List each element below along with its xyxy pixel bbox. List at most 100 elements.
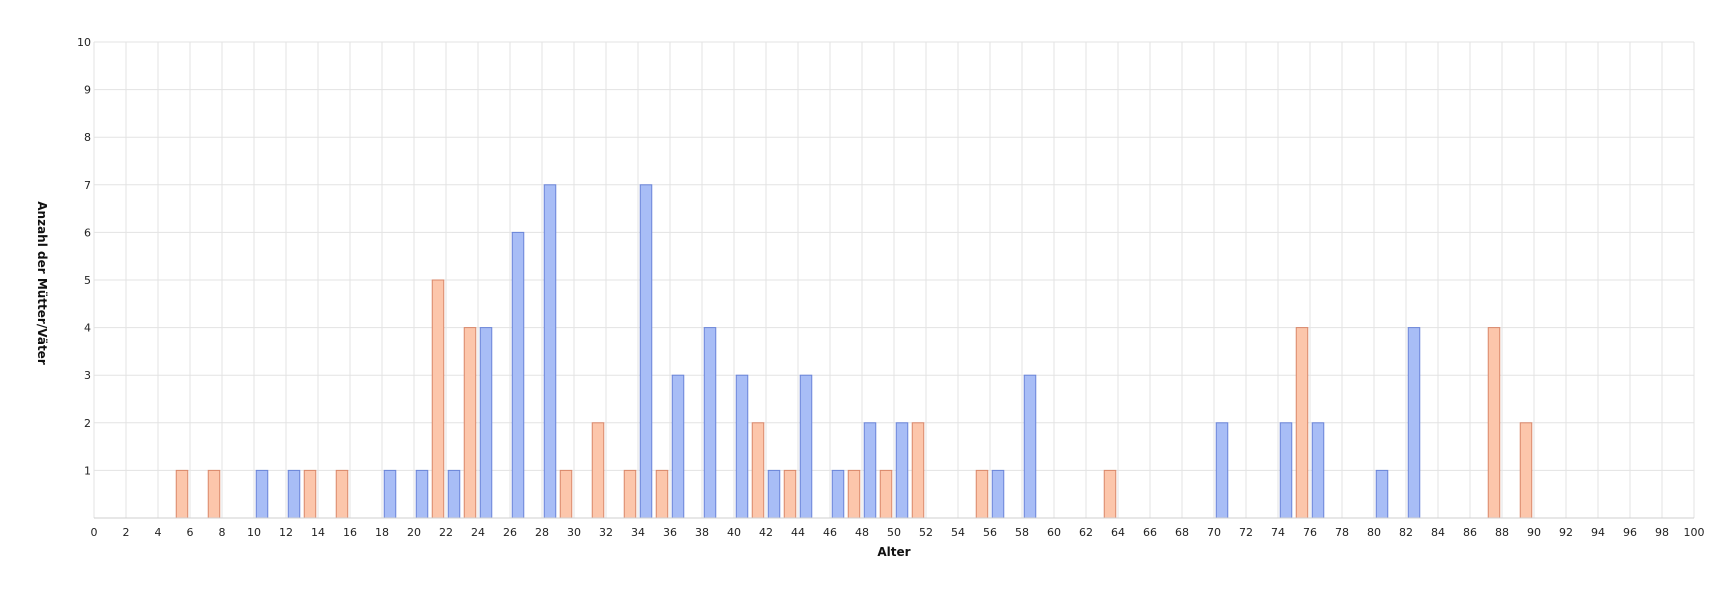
bar: [1375, 469, 1389, 519]
y-tick-label: 5: [84, 274, 91, 287]
y-tick-label: 6: [84, 226, 91, 239]
x-tick-label: 20: [407, 526, 421, 539]
x-tick-label: 18: [375, 526, 389, 539]
x-tick-label: 48: [855, 526, 869, 539]
x-tick-label: 76: [1303, 526, 1317, 539]
x-tick-label: 100: [1684, 526, 1705, 539]
x-tick-label: 38: [695, 526, 709, 539]
bar: [207, 469, 221, 519]
x-axis-title: Alter: [877, 545, 910, 559]
x-tick-label: 12: [279, 526, 293, 539]
x-tick-label: 68: [1175, 526, 1189, 539]
x-tick-label: 34: [631, 526, 645, 539]
x-tick-label: 58: [1015, 526, 1029, 539]
bar: [991, 469, 1005, 519]
bar: [863, 422, 877, 519]
grid-lines: [93, 41, 1695, 518]
x-tick-label: 54: [951, 526, 965, 539]
bar: [879, 469, 893, 519]
y-tick-label: 9: [84, 84, 91, 97]
bar: [751, 422, 765, 519]
bar: [911, 422, 925, 519]
bar: [1215, 422, 1229, 519]
x-tick-label: 32: [599, 526, 613, 539]
x-tick-label: 6: [187, 526, 194, 539]
bar: [895, 422, 909, 519]
x-tick-label: 56: [983, 526, 997, 539]
bar: [383, 469, 397, 519]
x-tick-label: 98: [1655, 526, 1669, 539]
bar: [671, 374, 685, 519]
x-tick-label: 4: [155, 526, 162, 539]
bar: [175, 469, 189, 519]
x-tick-label: 36: [663, 526, 677, 539]
x-tick-label: 62: [1079, 526, 1093, 539]
bar: [479, 327, 493, 519]
bar: [767, 469, 781, 519]
x-tick-label: 96: [1623, 526, 1637, 539]
x-tick-label: 78: [1335, 526, 1349, 539]
x-tick-label: 70: [1207, 526, 1221, 539]
bar: [255, 469, 269, 519]
x-tick-label: 82: [1399, 526, 1413, 539]
bar: [463, 327, 477, 519]
bar: [735, 374, 749, 519]
y-tick-label: 10: [77, 36, 91, 49]
bar: [1295, 327, 1309, 519]
x-tick-label: 40: [727, 526, 741, 539]
axes: 0 2 4 6 8 10 12 14 16 18 20 22 24 26 28 30 32 34 36 38 40 42 4…: [77, 36, 1705, 539]
x-tick-label: 30: [567, 526, 581, 539]
bar: [511, 231, 525, 519]
bar: [335, 469, 349, 519]
x-tick-label: 0: [91, 526, 98, 539]
bar: [431, 279, 445, 519]
bar: [303, 469, 317, 519]
y-tick-label: 1: [84, 464, 91, 477]
bar: [1023, 374, 1037, 519]
x-tick-label: 8: [219, 526, 226, 539]
bar: [847, 469, 861, 519]
x-tick-label: 26: [503, 526, 517, 539]
x-tick-label: 84: [1431, 526, 1445, 539]
y-tick-label: 7: [84, 179, 91, 192]
x-tick-label: 44: [791, 526, 805, 539]
x-tick-label: 74: [1271, 526, 1285, 539]
bar: [975, 469, 989, 519]
y-axis-title: Anzahl der Mütter/Väter: [35, 201, 49, 365]
x-tick-label: 50: [887, 526, 901, 539]
bar: [1103, 469, 1117, 519]
y-tick-label: 3: [84, 369, 91, 382]
bar: [1519, 422, 1533, 519]
bar: [1487, 327, 1501, 519]
y-tick-label: 4: [84, 322, 91, 335]
x-tick-label: 22: [439, 526, 453, 539]
y-tick-label: 8: [84, 131, 91, 144]
bar: [1407, 327, 1421, 519]
bar: [543, 184, 557, 519]
x-tick-label: 88: [1495, 526, 1509, 539]
x-tick-label: 72: [1239, 526, 1253, 539]
bar: [447, 469, 461, 519]
x-tick-label: 24: [471, 526, 485, 539]
bar: [1311, 422, 1325, 519]
bars: [175, 184, 1533, 519]
x-tick-label: 64: [1111, 526, 1125, 539]
x-tick-label: 86: [1463, 526, 1477, 539]
x-tick-label: 52: [919, 526, 933, 539]
bar: [591, 422, 605, 519]
bar: [783, 469, 797, 519]
x-tick-label: 80: [1367, 526, 1381, 539]
x-tick-label: 66: [1143, 526, 1157, 539]
bar: [623, 469, 637, 519]
y-tick-label: 2: [84, 417, 91, 430]
x-tick-label: 94: [1591, 526, 1605, 539]
x-tick-label: 16: [343, 526, 357, 539]
bar: [415, 469, 429, 519]
x-tick-label: 90: [1527, 526, 1541, 539]
bar: [799, 374, 813, 519]
bar: [655, 469, 669, 519]
bar: [831, 469, 845, 519]
x-tick-label: 14: [311, 526, 325, 539]
bar: [287, 469, 301, 519]
